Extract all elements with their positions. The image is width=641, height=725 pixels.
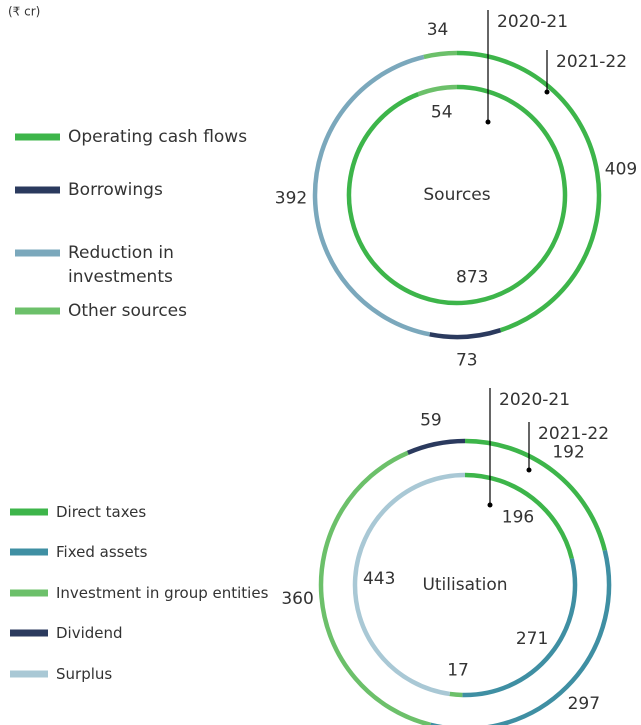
legend-swatch — [10, 589, 48, 597]
legend-swatch — [15, 133, 60, 141]
legend-label: Operating cash flows — [68, 127, 248, 147]
value-label: 73 — [456, 351, 478, 371]
legend-item: Reduction in investments — [68, 243, 174, 287]
ring-segment — [417, 84, 458, 97]
legend-item: Surplus — [56, 665, 113, 683]
value-label: 59 — [420, 410, 442, 430]
legend-item: Operating cash flows — [68, 127, 248, 147]
ring-segment — [423, 50, 458, 60]
legend-item: Direct taxes — [56, 503, 147, 521]
ring-segment — [318, 450, 432, 725]
ring-segment — [449, 691, 463, 698]
ring-segment — [429, 328, 502, 340]
value-label: 443 — [363, 569, 395, 589]
legend-label: Investment in group entities — [56, 584, 269, 602]
value-label: 873 — [456, 268, 488, 288]
legend-swatch — [10, 548, 48, 556]
legend-label: Other sources — [68, 301, 187, 321]
annotation-dot — [544, 89, 550, 95]
value-label: 192 — [552, 443, 584, 463]
value-label: 17 — [447, 661, 469, 681]
legend-swatch — [10, 670, 48, 678]
legend-item: Other sources — [68, 301, 187, 321]
series-name: 2020-21 — [499, 390, 570, 410]
value-label: 392 — [275, 188, 307, 208]
legend-item: Borrowings — [68, 180, 163, 200]
legend-swatch — [10, 629, 48, 637]
value-label: 271 — [516, 629, 548, 649]
legend-label: Surplus — [56, 665, 113, 683]
series-name: 2021-22 — [538, 424, 609, 444]
legend-item: Fixed assets — [56, 543, 148, 561]
legend-label: Direct taxes — [56, 503, 147, 521]
legend-item: Investment in group entities — [56, 584, 269, 602]
ring-segment — [352, 472, 466, 697]
legend-label: Reduction in investments — [68, 243, 174, 287]
series-name: 2020-21 — [497, 12, 568, 32]
value-label: 409 — [605, 159, 637, 179]
series-name: 2021-22 — [556, 52, 627, 72]
legend-label: Fixed assets — [56, 543, 148, 561]
legend-swatch — [15, 186, 60, 194]
unit-label: (₹ cr) — [8, 5, 40, 19]
legend-label: Dividend — [56, 624, 123, 642]
ring-segment — [430, 549, 612, 725]
annotation-dot — [526, 467, 532, 473]
annotation-dot — [487, 502, 493, 508]
center-label: Sources — [423, 185, 490, 205]
legend-item: Dividend — [56, 624, 123, 642]
ring-segment — [464, 472, 574, 560]
annotation-dot — [485, 119, 491, 125]
ring-segment — [456, 50, 602, 333]
legend-swatch — [15, 249, 60, 257]
legend-swatch — [10, 508, 48, 516]
legend-label: Borrowings — [68, 180, 163, 200]
value-label: 196 — [502, 507, 534, 527]
value-label: 360 — [281, 589, 313, 609]
ring-segment — [346, 84, 568, 306]
ring-segment — [406, 438, 466, 455]
ring-segment — [462, 558, 578, 698]
value-label: 54 — [431, 102, 453, 122]
legend-swatch — [15, 307, 60, 315]
ring-segment — [312, 54, 431, 337]
center-label: Utilisation — [422, 575, 507, 595]
value-label: 297 — [568, 694, 600, 714]
value-label: 34 — [427, 20, 449, 40]
